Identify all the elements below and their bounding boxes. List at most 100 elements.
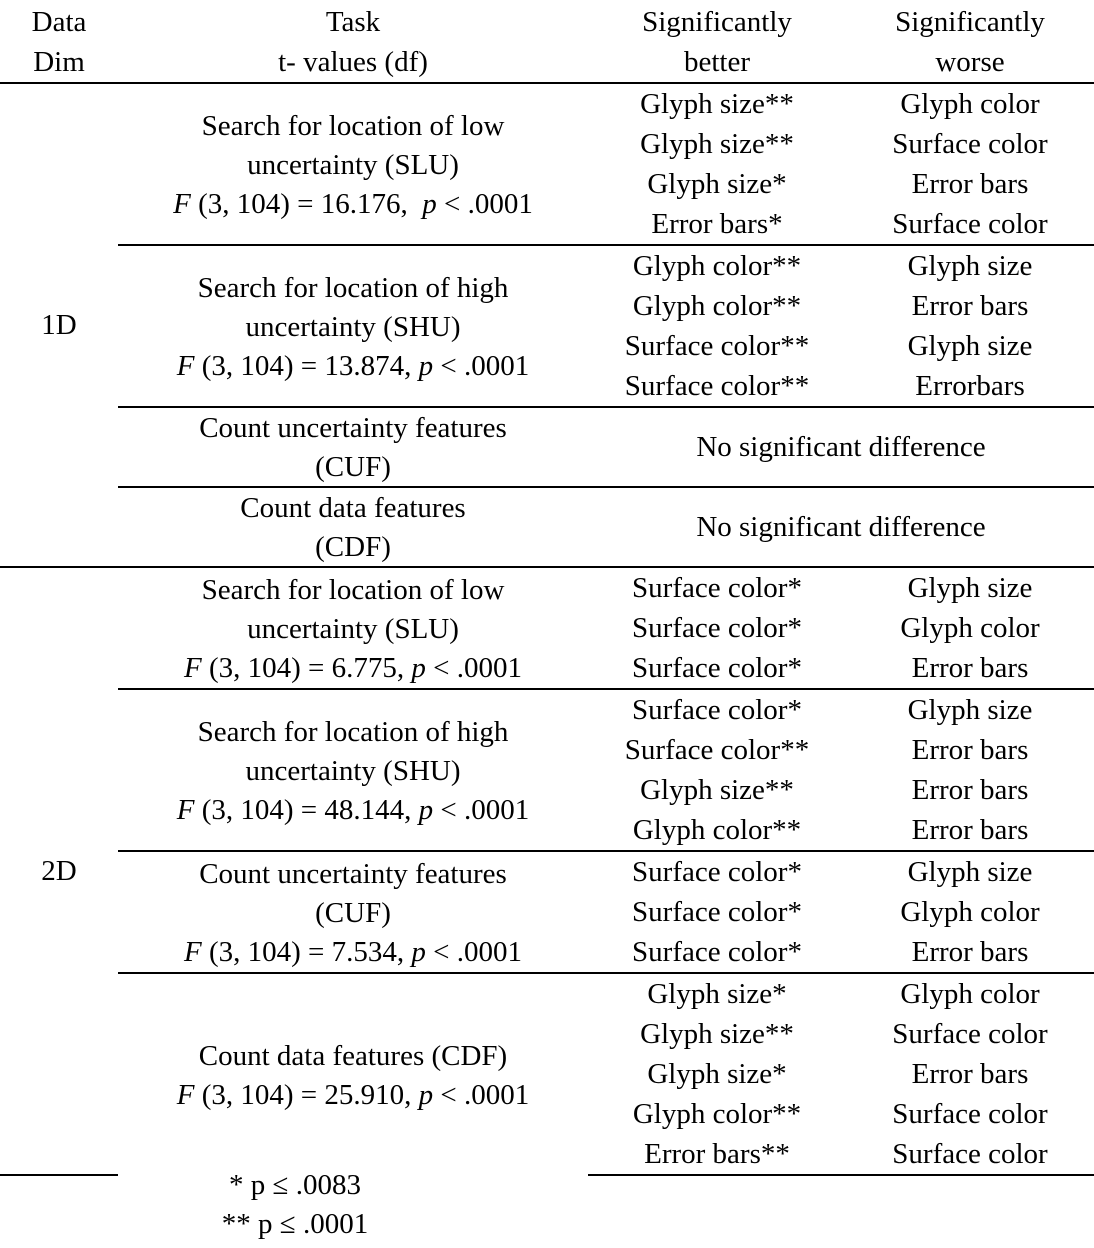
worse-cell: Glyph color — [900, 612, 1040, 644]
stat-p-symbol: p — [411, 651, 426, 684]
results-table: Data Dim Task t- values (df) Significant… — [0, 2, 1094, 1176]
header-better: Significantly better — [588, 2, 846, 84]
worse-cell: Glyph size — [846, 688, 1094, 730]
table-row: Search for location of high uncertainty (… — [0, 244, 1094, 407]
header-better-line2: better — [683, 46, 750, 78]
worse-cell: Surface color — [892, 208, 1048, 240]
stat-df: (3, 104) = 7.534, — [201, 935, 412, 968]
stat-df: (3, 104) = 13.874, — [194, 349, 419, 382]
task-title-line: (CDF) — [315, 531, 391, 563]
better-cell: Surface color* — [632, 612, 802, 644]
better-cell: Surface color** — [624, 330, 810, 362]
task-title-line: uncertainty (SHU) — [245, 310, 461, 343]
task-cell: Count uncertainty features (CUF) — [118, 406, 588, 487]
stat-f-symbol: F — [184, 651, 202, 684]
table-row: Count uncertainty features (CUF) F (3, 104… — [0, 850, 1094, 973]
better-cell: Surface color* — [588, 688, 846, 730]
worse-cell: Glyph color — [900, 896, 1040, 928]
task-cell: Search for location of low uncertainty (S… — [118, 83, 588, 245]
worse-cell: Surface color — [892, 1018, 1048, 1050]
table-row: Glyph size* Error bars — [0, 164, 1094, 204]
better-cell: Error bars** — [588, 1134, 846, 1176]
table-row: Count data features (CDF) No significant d… — [0, 486, 1094, 567]
better-cell: Glyph size* — [647, 1058, 787, 1090]
worse-cell: Surface color — [892, 1098, 1048, 1130]
better-cell: Glyph color** — [588, 244, 846, 286]
task-cell: Search for location of high uncertainty (… — [118, 688, 588, 851]
better-cell: Glyph color** — [632, 814, 802, 846]
header-task-line2: t- values (df) — [278, 46, 428, 78]
task-title-line: Search for location of low — [201, 109, 505, 142]
header-task-line1: Task — [325, 6, 381, 38]
task-statistic: F (3, 104) = 25.910, p < .0001 — [118, 1075, 588, 1114]
task-cell: Search for location of low uncertainty (S… — [118, 566, 588, 689]
stat-p-symbol: p — [422, 187, 437, 220]
stat-f-symbol: F — [184, 935, 202, 968]
stat-df: (3, 104) = 6.775, — [201, 651, 412, 684]
better-cell: Surface color* — [632, 936, 802, 968]
task-title-line: Count uncertainty features — [199, 857, 507, 890]
worse-cell: Glyph size — [846, 566, 1094, 608]
worse-cell: Glyph color — [900, 88, 1040, 120]
stat-p-value: < .0001 — [433, 1078, 530, 1111]
significance-notes: * p ≤ .0083 ** p ≤ .0001 — [0, 1166, 590, 1244]
table-row: Error bars** Surface color — [0, 1134, 1094, 1176]
worse-cell: Glyph size — [846, 850, 1094, 892]
better-cell: Glyph size** — [640, 1018, 794, 1050]
table-row: Glyph size* Error bars — [0, 1054, 1094, 1094]
worse-cell: Error bars — [911, 936, 1029, 968]
better-cell: Glyph size* — [588, 972, 846, 1014]
table-row: Glyph size** Surface color — [0, 124, 1094, 164]
task-title-line: (CUF) — [315, 896, 391, 929]
task-title-line: Count data features — [240, 492, 466, 524]
worse-cell: Error bars — [911, 652, 1029, 684]
better-cell: Surface color* — [588, 566, 846, 608]
worse-cell: Error bars — [911, 734, 1029, 766]
task-title-line: uncertainty (SHU) — [245, 754, 461, 787]
header-better-line1: Significantly — [642, 6, 792, 38]
table-row: Glyph color** Error bars — [0, 286, 1094, 326]
stat-p-value: < .0001 — [433, 793, 530, 826]
data-dim-cell: 2D — [0, 566, 118, 1176]
table-row: Surface color* Glyph color — [0, 608, 1094, 648]
stat-p-value: < .0001 — [425, 651, 522, 684]
worse-cell: Surface color — [892, 128, 1048, 160]
task-statistic: F (3, 104) = 16.176, p < .0001 — [118, 184, 588, 223]
worse-cell: Error bars — [911, 290, 1029, 322]
data-dim-cell: 1D — [41, 309, 77, 341]
header-worse: Significantly worse — [846, 2, 1094, 84]
worse-cell: Glyph size — [907, 330, 1033, 362]
task-title-line: (CUF) — [315, 451, 391, 483]
worse-cell: Error bars — [911, 168, 1029, 200]
table-row: Count data features (CDF) F (3, 104) = 25… — [0, 972, 1094, 1175]
task-title-line: Search for location of high — [197, 271, 509, 304]
task-title-line: Count uncertainty features — [199, 412, 507, 444]
task-cell: Count data features (CDF) — [118, 486, 588, 567]
task-cell: Count uncertainty features (CUF) F (3, 104… — [118, 850, 588, 973]
header-worse-line1: Significantly — [895, 6, 1045, 38]
worse-cell: Surface color — [846, 1134, 1094, 1176]
stat-f-symbol: F — [176, 349, 195, 382]
stat-p-symbol: p — [418, 349, 434, 382]
no-significant-difference-cell: No significant difference — [588, 486, 1094, 567]
stat-f-symbol: F — [176, 1078, 195, 1111]
task-cell: Search for location of high uncertainty (… — [118, 244, 588, 407]
table-row: Surface color** Errorbars — [0, 366, 1094, 407]
stat-df: (3, 104) = 25.910, — [194, 1078, 419, 1111]
worse-cell: Glyph size — [846, 244, 1094, 286]
table-row: Search for location of high uncertainty (… — [0, 688, 1094, 851]
table-row: Surface color** Error bars — [0, 730, 1094, 770]
better-cell: Glyph size* — [647, 168, 787, 200]
better-cell: Glyph color** — [632, 1098, 802, 1130]
task-title-line: uncertainty (SLU) — [247, 148, 459, 181]
table-row: Surface color* Error bars — [0, 932, 1094, 973]
task-statistic: F (3, 104) = 13.874, p < .0001 — [118, 346, 588, 385]
table-row: Glyph size** Error bars — [0, 770, 1094, 810]
no-significant-difference-cell: No significant difference — [588, 406, 1094, 487]
task-title-line: Count data features (CDF) — [198, 1039, 508, 1072]
table-row: Error bars* Surface color — [0, 204, 1094, 245]
table-row: Glyph size** Surface color — [0, 1014, 1094, 1054]
table-row: 2D Search for location of low uncertainty … — [0, 566, 1094, 1176]
header-row: Data Dim Task t- values (df) Significant… — [0, 2, 1094, 84]
